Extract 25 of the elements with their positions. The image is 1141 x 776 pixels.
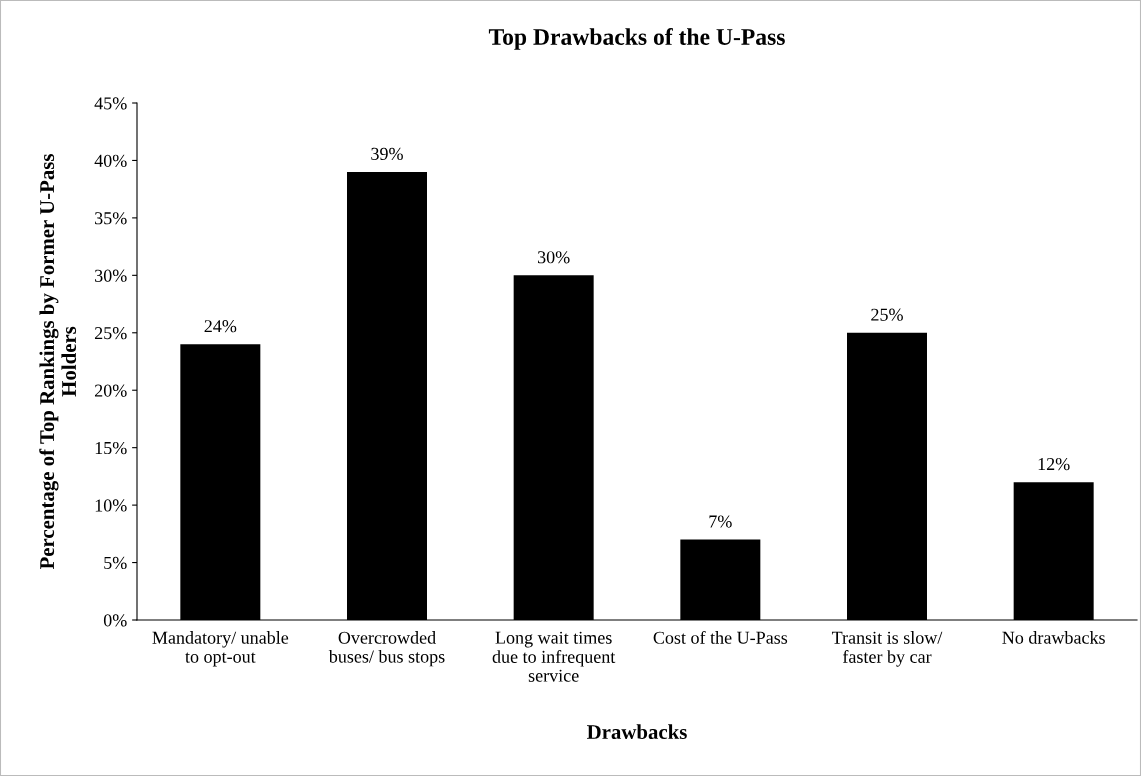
y-tick-label: 30% [95,269,127,282]
data-label: 7% [709,515,732,528]
x-tick-label: Mandatory/ unable to opt-out [152,631,289,667]
x-tick-label: Cost of the U-Pass [653,630,788,644]
x-tick-label: Long wait times due to infrequent service [492,631,616,682]
x-axis-title: Drawbacks [587,724,687,740]
y-tick-label: 5% [104,556,127,570]
y-tick-label: 25% [94,327,127,340]
y-tick-label: 10% [95,499,127,512]
data-label: 30% [537,251,570,264]
data-label: 39% [371,147,403,160]
data-label: 24% [204,320,237,333]
y-tick-label: 40% [94,154,127,167]
data-label: 25% [871,308,903,321]
y-axis-title: Percentage of Top Rankings by Former U-Pass Holders [39,154,77,570]
x-tick-label: No drawbacks [1002,631,1105,644]
y-tick-label: 20% [94,384,127,397]
y-tick-label: 45% [94,97,127,110]
chart-title: Top Drawbacks of the U-Pass [488,28,785,50]
y-tick-label: 0% [103,614,127,627]
data-label: 12% [1038,457,1070,471]
y-tick-label: 15% [95,441,127,455]
x-tick-label: Overcrowded buses/ bus stops [328,631,445,667]
x-tick-label: Transit is slow/ faster by car [831,631,943,667]
y-tick-label: 35% [95,212,127,225]
